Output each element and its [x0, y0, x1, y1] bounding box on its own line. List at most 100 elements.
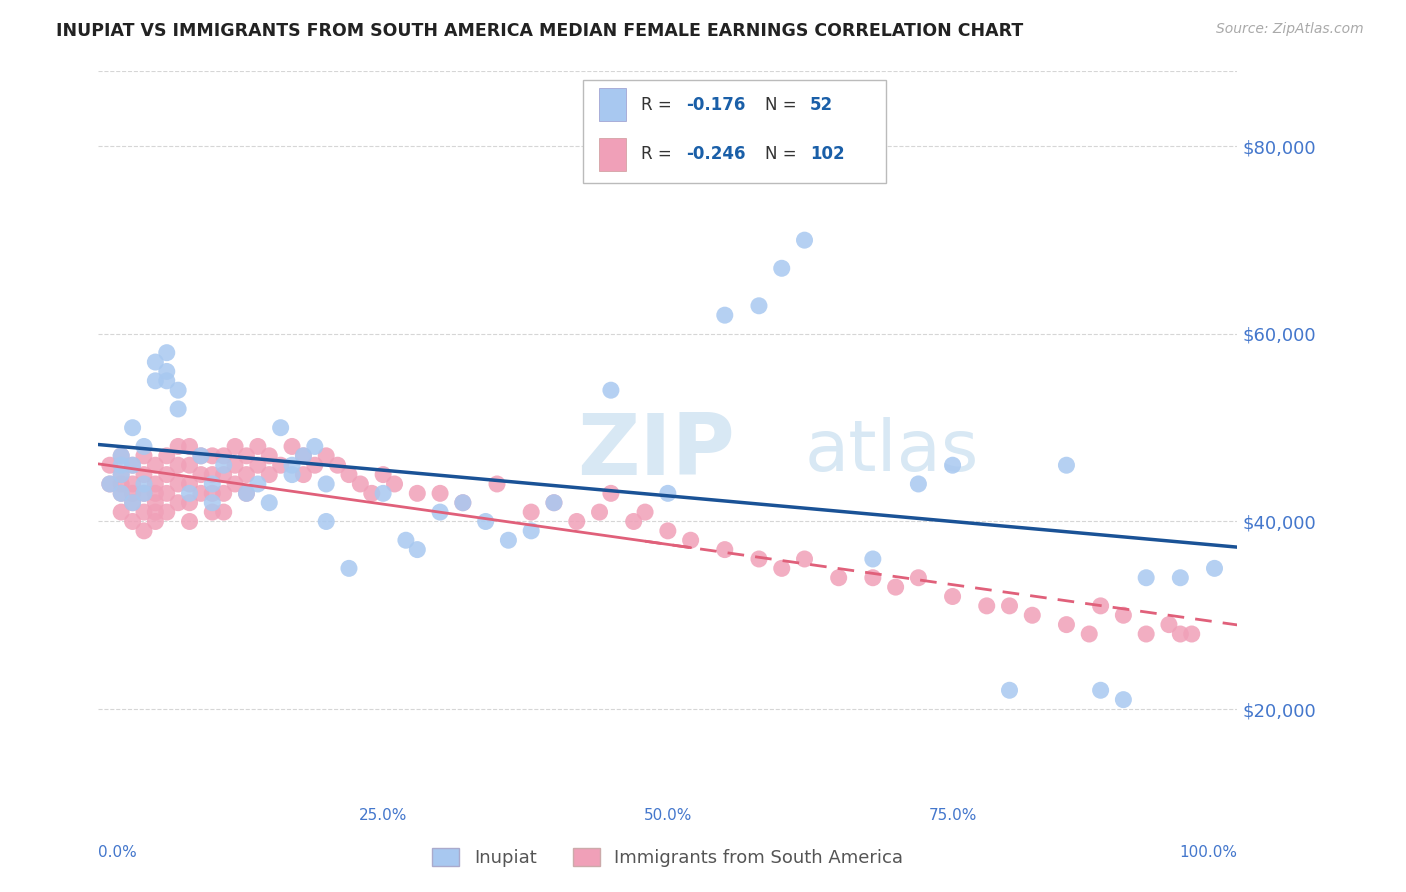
Point [600, 486, 623, 500]
Point [998, 683, 1021, 698]
Point [292, 449, 315, 463]
Point [212, 449, 235, 463]
Point [110, 449, 132, 463]
Point [235, 486, 257, 500]
Point [201, 467, 224, 482]
Point [212, 458, 235, 473]
Point [145, 374, 167, 388]
Point [145, 458, 167, 473]
Point [259, 449, 281, 463]
Point [121, 420, 143, 434]
Point [1054, 458, 1078, 473]
Point [156, 467, 179, 482]
Point [406, 542, 429, 557]
Text: 100.0%: 100.0% [1180, 845, 1237, 860]
Point [1090, 599, 1112, 613]
Point [270, 458, 292, 473]
Point [145, 477, 167, 491]
Point [145, 486, 167, 500]
Point [167, 383, 190, 397]
Point [429, 486, 451, 500]
Point [657, 486, 679, 500]
Point [190, 449, 212, 463]
Point [862, 571, 884, 585]
Point [292, 467, 315, 482]
Point [634, 505, 657, 519]
Point [259, 496, 281, 510]
Point [156, 364, 179, 378]
Point [110, 467, 132, 482]
Point [486, 477, 509, 491]
Point [156, 374, 179, 388]
Text: N =: N = [765, 96, 796, 114]
Point [190, 449, 212, 463]
Text: R =: R = [641, 145, 672, 163]
Point [828, 571, 851, 585]
Point [1170, 571, 1192, 585]
Point [110, 477, 132, 491]
Point [349, 477, 371, 491]
Point [98, 477, 121, 491]
Point [110, 458, 132, 473]
Text: ZIP: ZIP [576, 410, 734, 493]
Point [167, 496, 190, 510]
Point [657, 524, 679, 538]
Point [246, 440, 269, 454]
Point [1204, 561, 1226, 575]
Point [543, 496, 565, 510]
Text: atlas: atlas [804, 417, 979, 486]
Point [1021, 608, 1043, 623]
Point [179, 477, 201, 491]
Point [179, 458, 201, 473]
Point [246, 477, 269, 491]
Point [121, 477, 143, 491]
FancyBboxPatch shape [583, 80, 886, 183]
Point [451, 496, 474, 510]
Point [98, 458, 121, 473]
Point [1090, 683, 1112, 698]
Point [315, 515, 337, 529]
Point [110, 486, 132, 500]
Point [224, 440, 246, 454]
Point [132, 467, 155, 482]
Point [714, 308, 737, 322]
Point [474, 515, 496, 529]
Point [862, 552, 884, 566]
Point [132, 524, 155, 538]
Point [315, 477, 337, 491]
Point [110, 486, 132, 500]
Point [201, 505, 224, 519]
Point [679, 533, 702, 548]
Point [429, 505, 451, 519]
Point [520, 524, 543, 538]
Point [384, 477, 406, 491]
Point [179, 515, 201, 529]
Point [1181, 627, 1204, 641]
Point [588, 505, 610, 519]
Point [121, 496, 143, 510]
Point [714, 542, 737, 557]
Point [145, 496, 167, 510]
Point [98, 477, 121, 491]
Point [167, 477, 190, 491]
Point [121, 486, 143, 500]
Text: N =: N = [765, 145, 796, 163]
Point [326, 458, 349, 473]
Point [201, 486, 224, 500]
Point [121, 458, 143, 473]
Point [1054, 617, 1078, 632]
Text: 52: 52 [810, 96, 834, 114]
Point [212, 467, 235, 482]
Point [179, 440, 201, 454]
Point [156, 505, 179, 519]
Point [132, 486, 155, 500]
Point [121, 515, 143, 529]
Point [132, 449, 155, 463]
Point [371, 467, 394, 482]
Point [167, 401, 190, 416]
Point [132, 486, 155, 500]
Point [259, 467, 281, 482]
Point [565, 515, 588, 529]
Point [1135, 571, 1157, 585]
Point [907, 571, 929, 585]
